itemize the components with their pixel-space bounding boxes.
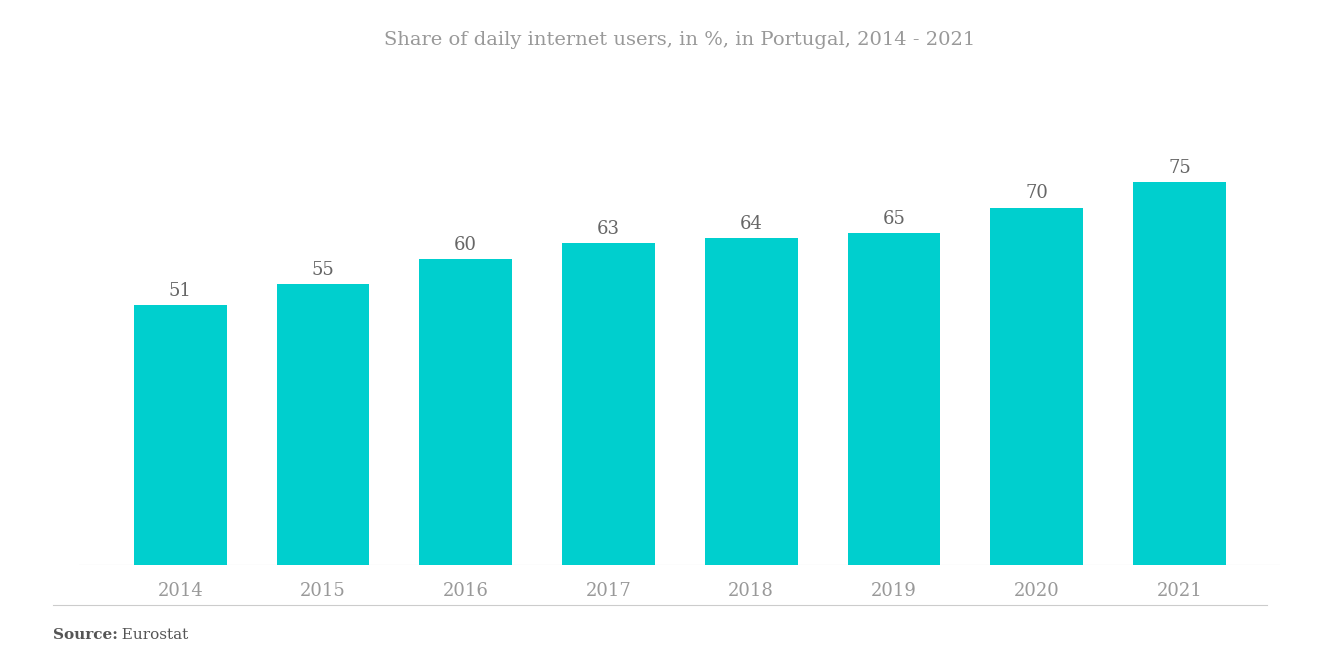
Text: 55: 55 <box>312 261 334 279</box>
Text: 64: 64 <box>739 215 763 233</box>
Text: 63: 63 <box>597 220 620 238</box>
Bar <box>990 207 1082 565</box>
Text: 75: 75 <box>1168 159 1191 177</box>
Bar <box>277 284 370 565</box>
Text: 65: 65 <box>883 210 906 228</box>
Bar <box>562 243 655 565</box>
Bar <box>705 238 797 565</box>
Text: Eurostat: Eurostat <box>112 628 189 642</box>
Text: Source:: Source: <box>53 628 117 642</box>
Bar <box>1133 182 1226 565</box>
Text: 60: 60 <box>454 235 478 253</box>
Bar <box>847 233 940 565</box>
Text: 51: 51 <box>169 281 191 299</box>
Text: 70: 70 <box>1026 184 1048 202</box>
Bar <box>420 259 512 565</box>
Title: Share of daily internet users, in %, in Portugal, 2014 - 2021: Share of daily internet users, in %, in … <box>384 31 975 49</box>
Bar <box>133 305 227 565</box>
